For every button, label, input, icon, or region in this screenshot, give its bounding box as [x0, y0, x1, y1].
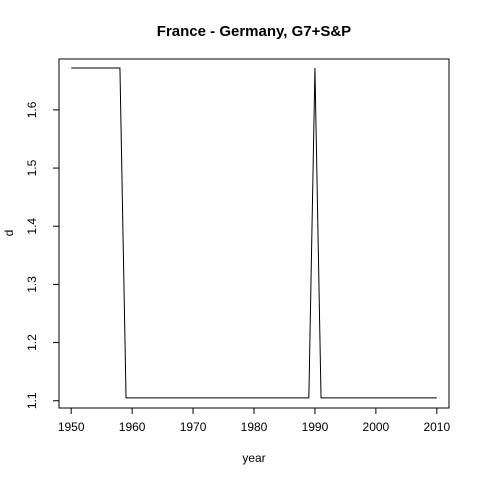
x-axis: 1950 1960 1970 1980 1990 2000 2010	[58, 407, 450, 434]
y-tick-label: 1.1	[25, 392, 39, 409]
series-group	[71, 67, 437, 399]
chart-title: France - Germany, G7+S&P	[157, 23, 351, 40]
y-tick-label: 1.5	[25, 159, 39, 176]
y-axis: 1.1 1.2 1.3 1.4 1.5 1.6	[25, 101, 60, 409]
x-axis-label: year	[242, 451, 265, 465]
x-tick-label: 1990	[302, 420, 329, 434]
x-tick-label: 1960	[119, 420, 146, 434]
y-tick-label: 1.2	[25, 334, 39, 351]
y-tick-label: 1.3	[25, 276, 39, 293]
x-tick-label: 2010	[423, 420, 450, 434]
plot-frame	[58, 58, 450, 409]
x-tick-label: 1950	[58, 420, 85, 434]
x-tick-label: 2000	[363, 420, 390, 434]
y-tick-label: 1.6	[25, 101, 39, 118]
y-axis-label: d	[2, 230, 16, 237]
x-tick-label: 1970	[180, 420, 207, 434]
y-tick-label: 1.4	[25, 218, 39, 235]
x-tick-label: 1980	[241, 420, 268, 434]
series-line	[71, 67, 437, 399]
